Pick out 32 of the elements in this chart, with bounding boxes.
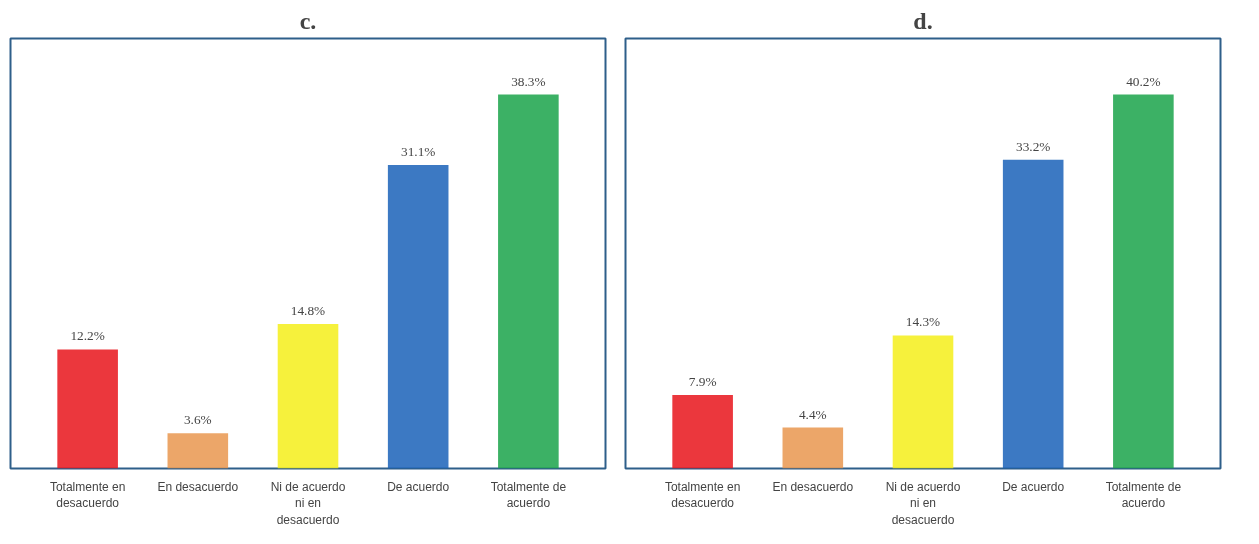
x-tick-label: Totalmente de acuerdo [1105, 479, 1182, 511]
data-label: 38.3% [511, 73, 546, 89]
bar [1002, 159, 1064, 469]
bar [892, 335, 954, 469]
data-label: 40.2% [1126, 73, 1161, 89]
bar [498, 94, 559, 469]
bar [57, 349, 118, 469]
x-tick-label: De acuerdo [387, 479, 450, 494]
x-tick-label: Ni de acuerdo ni en desacuerdo [885, 479, 961, 528]
data-label: 12.2% [70, 328, 105, 344]
data-label: 14.8% [290, 303, 326, 319]
bar [277, 324, 339, 469]
bar [782, 427, 844, 469]
bar [1113, 94, 1174, 469]
chart-title: d. [913, 7, 933, 34]
data-label: 14.3% [905, 314, 941, 330]
bar [672, 395, 733, 469]
x-tick-label: De acuerdo [1002, 479, 1065, 494]
data-label: 31.1% [400, 143, 436, 159]
data-label: 33.2% [1015, 138, 1051, 154]
x-tick-label: En desacuerdo [772, 479, 854, 494]
x-tick-label: En desacuerdo [157, 479, 239, 494]
data-label: 4.4% [798, 406, 827, 422]
x-tick-label: Totalmente en desacuerdo [664, 479, 741, 511]
data-label: 7.9% [688, 374, 717, 390]
x-tick-label: Ni de acuerdo ni en desacuerdo [270, 479, 346, 528]
data-label: 3.6% [183, 412, 212, 428]
bar [167, 433, 229, 469]
x-tick-label: Totalmente en desacuerdo [49, 479, 126, 511]
bar [387, 164, 449, 469]
chart-title: c. [299, 7, 317, 34]
x-tick-label: Totalmente de acuerdo [490, 479, 567, 511]
